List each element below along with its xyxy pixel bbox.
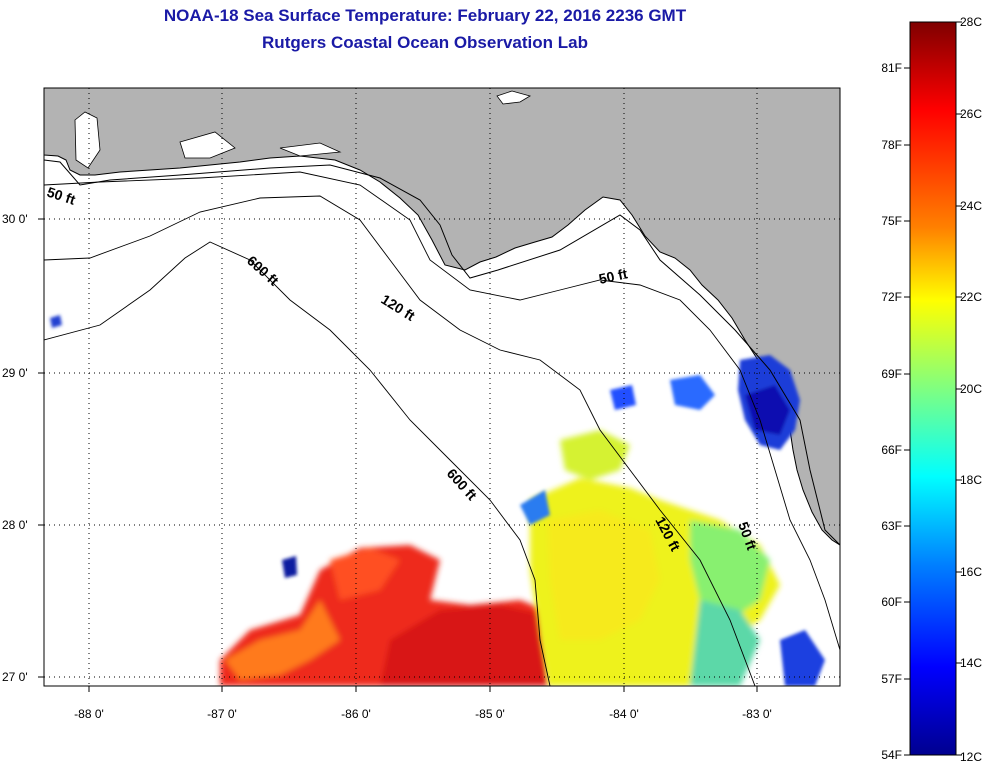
map-subtitle: Rutgers Coastal Ocean Observation Lab xyxy=(262,33,588,52)
colorbar-ticks xyxy=(904,21,962,756)
cb-f-60: 60F xyxy=(881,595,902,609)
cb-f-81: 81F xyxy=(881,61,902,75)
cb-c-28: 28C xyxy=(960,15,982,29)
cb-c-12: 12C xyxy=(960,750,982,764)
lon-label-88: -88 0' xyxy=(74,707,104,721)
mobile-bay xyxy=(74,111,101,169)
cb-c-20: 20C xyxy=(960,382,982,396)
lat-label-28: 28 0' xyxy=(2,518,28,532)
cb-f-72: 72F xyxy=(881,290,902,304)
cb-c-18: 18C xyxy=(960,473,982,487)
cb-f-78: 78F xyxy=(881,138,902,152)
lon-label-84: -84 0' xyxy=(609,707,639,721)
cb-f-57: 57F xyxy=(881,672,902,686)
cb-f-66: 66F xyxy=(881,443,902,457)
frame-ticks xyxy=(38,218,758,692)
cb-c-26: 26C xyxy=(960,107,982,121)
lat-label-30: 30 0' xyxy=(2,212,28,226)
choctawhatchee-bay xyxy=(279,142,342,157)
lat-label-29: 29 0' xyxy=(2,366,28,380)
cb-c-16: 16C xyxy=(960,565,982,579)
cb-f-63: 63F xyxy=(881,519,902,533)
colorbar xyxy=(909,21,957,756)
cb-c-24: 24C xyxy=(960,199,982,213)
cb-f-69: 69F xyxy=(881,367,902,381)
contour-label-50ft-bigbend: 50 ft xyxy=(597,265,629,287)
lon-label-85: -85 0' xyxy=(475,707,505,721)
lon-label-87: -87 0' xyxy=(207,707,237,721)
lat-label-27: 27 0' xyxy=(2,670,28,684)
cb-f-54: 54F xyxy=(881,748,902,762)
cb-c-22: 22C xyxy=(960,290,982,304)
inland-lake xyxy=(496,90,532,105)
lon-label-83: -83 0' xyxy=(742,707,772,721)
cb-c-14: 14C xyxy=(960,656,982,670)
map-title: NOAA-18 Sea Surface Temperature: Februar… xyxy=(163,6,687,25)
cb-f-75: 75F xyxy=(881,214,902,228)
lon-label-86: -86 0' xyxy=(341,707,371,721)
